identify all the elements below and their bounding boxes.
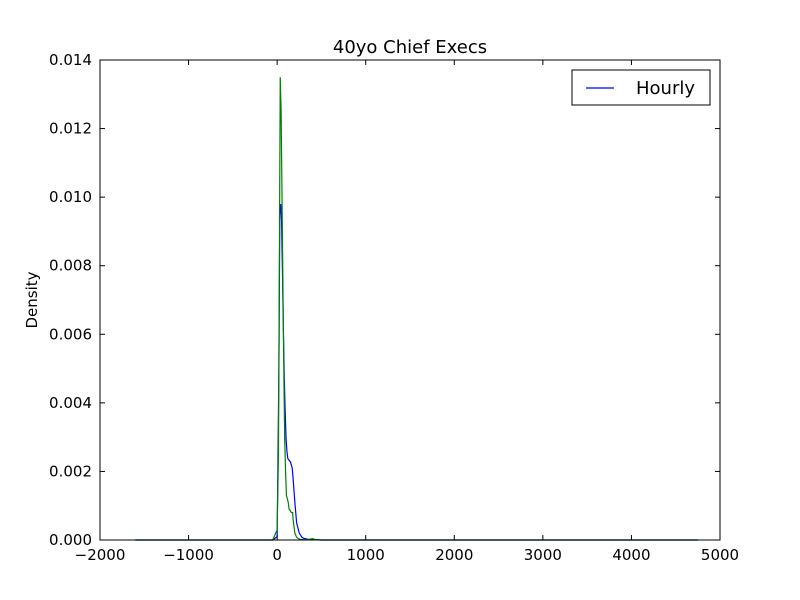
y-tick-label: 0.014 (49, 51, 92, 69)
y-axis-label: Density (23, 271, 41, 328)
x-tick-label: 0 (272, 546, 282, 564)
plot-frame (99, 59, 721, 541)
x-tick-label: −2000 (75, 546, 126, 564)
ticks-layer: −2000 −1000 0 1000 2000 3000 4000 5000 0.000 0.00… (49, 51, 739, 564)
x-tick-label: 2000 (435, 546, 473, 564)
x-tick-label: 4000 (612, 546, 650, 564)
x-tick-label: 5000 (701, 546, 739, 564)
legend: Hourly (571, 69, 711, 106)
y-tick-label: 0.000 (49, 531, 92, 549)
y-tick-label: 0.004 (49, 394, 92, 412)
x-tick-label: 1000 (347, 546, 385, 564)
y-tick-label: 0.012 (49, 120, 92, 138)
y-tick-label: 0.010 (49, 188, 92, 206)
legend-label: Hourly (636, 78, 695, 99)
y-tick-label: 0.008 (49, 257, 92, 275)
y-tick-label: 0.002 (49, 462, 92, 480)
chart-title: 40yo Chief Execs (333, 37, 487, 58)
y-tick-label: 0.006 (49, 325, 92, 343)
x-tick-label: −1000 (163, 546, 214, 564)
x-tick-label: 3000 (524, 546, 562, 564)
